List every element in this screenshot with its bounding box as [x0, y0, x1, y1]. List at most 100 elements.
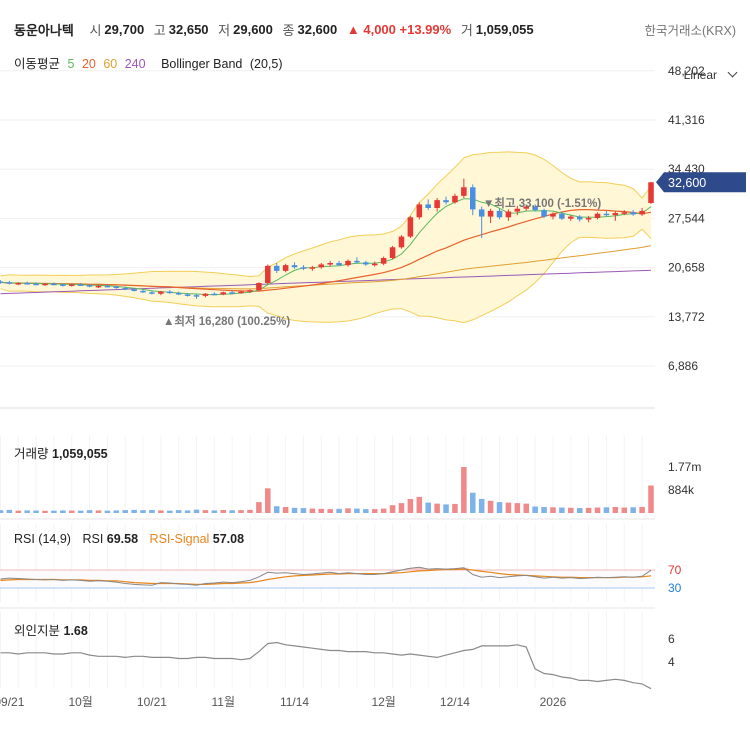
- volume-bar: [86, 510, 93, 513]
- candle-body: [478, 209, 485, 217]
- volume-bar: [318, 508, 325, 513]
- volume-bar: [568, 507, 574, 513]
- candle-body: [327, 263, 333, 265]
- volume-panel-label: 거래량 1,059,055: [14, 443, 108, 462]
- candle-body: [434, 200, 440, 208]
- candle-body: [398, 236, 405, 248]
- candle-body: [247, 290, 253, 292]
- volume-bar: [389, 505, 396, 513]
- bollinger-params: (20,5): [249, 57, 283, 71]
- candle-body: [265, 265, 271, 284]
- volume-label: 거: [460, 23, 473, 38]
- volume-bar: [523, 503, 530, 513]
- volume-bar: [24, 510, 30, 513]
- volume-bar: [184, 510, 191, 513]
- bollinger-label[interactable]: Bollinger Band: [161, 57, 243, 71]
- bollinger-upper-line: [0, 151, 652, 278]
- volume-bar: [639, 507, 645, 513]
- rsi-signal-value: 57.08: [212, 532, 245, 546]
- volume-bar: [630, 507, 636, 513]
- volume-bar: [158, 510, 164, 513]
- volume-bar: [220, 510, 227, 513]
- candle-body: [24, 283, 30, 285]
- volume-bar: [122, 510, 128, 513]
- volume-bar: [505, 502, 512, 513]
- candle-body: [68, 284, 75, 286]
- ma5-label: 5: [67, 57, 75, 71]
- x-axis-tick: 2026: [540, 695, 567, 709]
- foreign-axis-tick: 4: [668, 655, 675, 669]
- scale-dropdown[interactable]: Linear: [683, 67, 738, 82]
- x-axis-tick: 09/21: [0, 695, 25, 709]
- foreign-title: 외인지분: [14, 624, 61, 638]
- candle-body: [371, 263, 378, 266]
- candle-body: [113, 286, 120, 289]
- volume-bar: [496, 502, 503, 513]
- volume-bar: [131, 509, 137, 513]
- candle-body: [576, 216, 583, 220]
- volume-bar: [193, 509, 200, 513]
- stock-name: 동운아나텍: [14, 23, 74, 38]
- candle-body: [158, 291, 164, 294]
- candle-body: [407, 217, 414, 237]
- volume-bar: [42, 510, 48, 513]
- rsi-level-30: 30: [668, 581, 682, 595]
- price-axis-tick: 41,316: [668, 113, 705, 127]
- open-price: 29,700: [104, 22, 145, 37]
- foreign-ownership-line: [0, 641, 652, 690]
- candle-body: [585, 217, 592, 220]
- volume-bar: [77, 510, 84, 513]
- volume-bar: [461, 467, 467, 513]
- candle-body: [532, 206, 538, 211]
- volume-panel-title: 거래량: [14, 447, 49, 461]
- volume-bar: [559, 507, 565, 513]
- x-axis-tick: 11/14: [280, 695, 309, 709]
- x-axis-tick: 12월: [371, 695, 395, 709]
- volume-bar: [416, 496, 423, 513]
- volume-bar: [202, 510, 209, 513]
- candle-body: [452, 195, 458, 203]
- volume-bar: [309, 508, 316, 513]
- volume-value: 1,059,055: [475, 22, 534, 37]
- indicator-legend: 이동평균 5 20 60 240 Bollinger Band (20,5): [14, 53, 287, 72]
- candle-body: [300, 267, 307, 269]
- close-price: 32,600: [297, 22, 338, 37]
- volume-bar: [282, 507, 289, 513]
- high-price: 32,650: [168, 22, 209, 37]
- volume-bar: [576, 508, 583, 513]
- ma-label[interactable]: 이동평균: [14, 57, 61, 71]
- candle-body: [193, 295, 200, 297]
- rsi-level-70: 70: [668, 563, 682, 577]
- volume-bar: [60, 510, 66, 513]
- foreign-value: 1.68: [63, 624, 88, 638]
- candle-body: [95, 285, 102, 288]
- volume-bar: [514, 503, 521, 513]
- candle-body: [149, 292, 155, 294]
- candle-body: [33, 283, 39, 286]
- volume-bar: [273, 506, 280, 513]
- foreign-panel-label: 외인지분 1.68: [14, 620, 88, 639]
- volume-bar: [398, 503, 405, 513]
- ma20-line: [0, 209, 652, 292]
- volume-bar: [532, 506, 538, 513]
- volume-bar: [594, 507, 601, 513]
- candle-body: [211, 293, 218, 296]
- candle-body: [6, 282, 13, 284]
- price-axis-tick: 13,772: [668, 310, 705, 324]
- volume-bar: [407, 498, 414, 513]
- volume-bar: [149, 510, 155, 513]
- candle-body: [122, 288, 128, 290]
- volume-bar: [327, 509, 333, 513]
- bollinger-lower-line: [0, 228, 652, 324]
- scale-label: Linear: [683, 68, 717, 82]
- volume-bar: [603, 507, 610, 513]
- price-axis-tick: 20,658: [668, 261, 705, 275]
- volume-axis-tick: 884k: [668, 483, 695, 497]
- price-axis-tick: 27,544: [668, 211, 705, 225]
- bollinger-band-fill: [0, 151, 651, 323]
- candle-body: [550, 213, 556, 217]
- rsi-signal-name: RSI-Signal: [149, 532, 210, 546]
- low-annotation: ▲최저 16,280 (100.25%): [163, 314, 290, 328]
- high-annotation: ▼최고 33,100 (-1.51%): [483, 196, 601, 210]
